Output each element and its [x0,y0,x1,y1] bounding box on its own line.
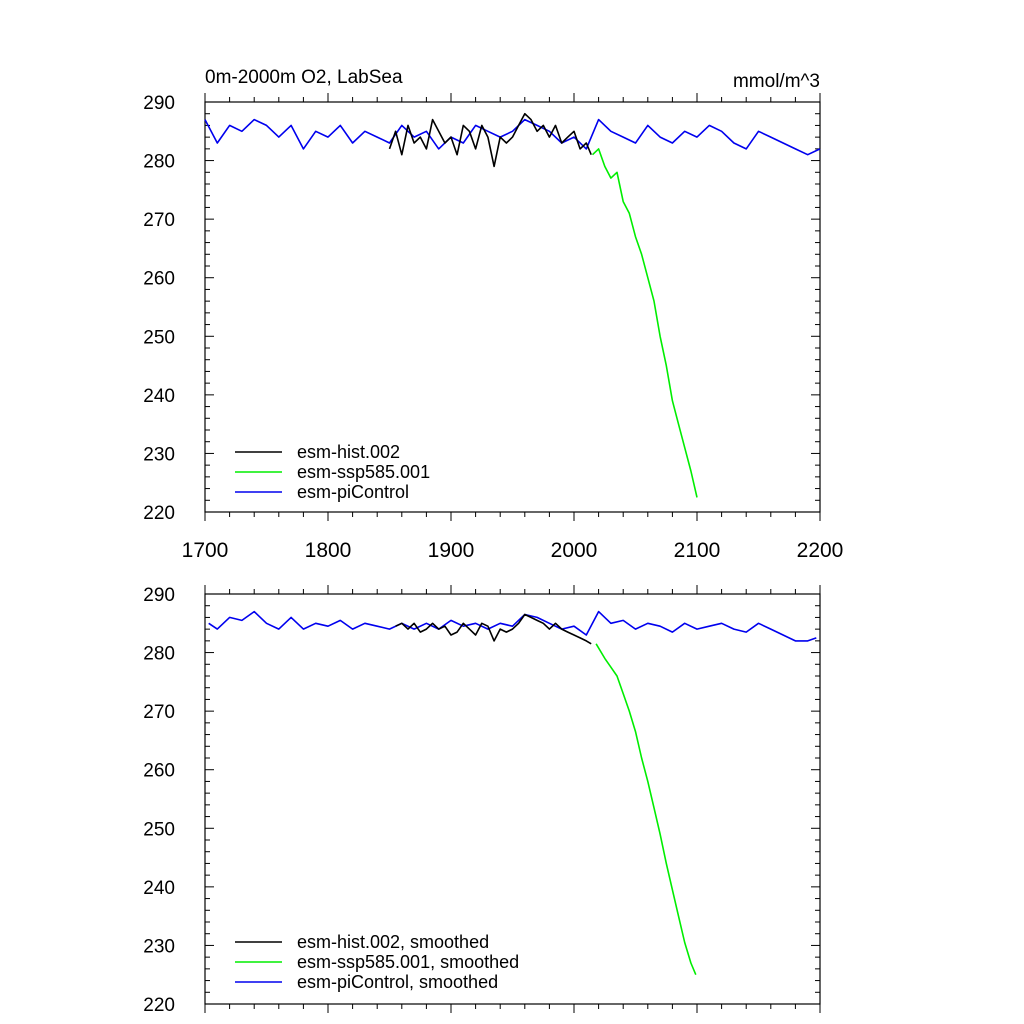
units-label: mmol/m^3 [733,71,820,92]
series-line-0 [395,613,592,645]
y-tick-label: 280 [143,644,175,665]
series-line-1 [591,148,698,498]
series-line-1 [595,643,697,976]
y-tick-label: 240 [143,386,175,407]
y-tick-label: 290 [143,93,175,114]
legend-label: esm-hist.002 [297,442,400,462]
y-tick-label: 290 [143,585,175,606]
y-tick-label: 270 [143,210,175,231]
chart-title: 0m-2000m O2, LabSea [205,67,403,88]
legend-label: esm-hist.002, smoothed [297,932,489,952]
y-tick-label: 270 [143,702,175,723]
x-tick-label: 1900 [428,539,475,562]
y-tick-label: 260 [143,269,175,290]
series-line-2 [204,118,821,156]
y-tick-label: 230 [143,444,175,465]
y-tick-label: 280 [143,152,175,173]
x-tick-label: 2000 [551,539,598,562]
top-panel: 220 230 240 250 260 270 280 290 1700 1800 1900 2000… [143,67,843,562]
y-tick-label: 240 [143,878,175,899]
y-tick-label: 220 [143,995,175,1016]
bottom-panel: 220 230 240 250 260 270 280 290 esm-hist.002, sm… [143,585,821,1016]
y-tick-label: 250 [143,327,175,348]
legend-label: esm-piControl [297,482,409,502]
x-tick-label: 1700 [182,539,229,562]
legend-label: esm-ssp585.001 [297,462,430,482]
y-tick-label: 250 [143,819,175,840]
x-tick-label: 2200 [797,539,844,562]
legend-label: esm-piControl, smoothed [297,972,498,992]
plot-frame [204,101,821,513]
x-tick-label: 2100 [674,539,721,562]
legend-label: esm-ssp585.001, smoothed [297,952,519,972]
y-tick-label: 260 [143,761,175,782]
y-tick-label: 230 [143,936,175,957]
x-tick-label: 1800 [305,539,352,562]
plot-frame [204,593,821,1005]
y-tick-label: 220 [143,503,175,524]
series-line-0 [388,112,592,168]
series-line-2 [208,610,817,642]
